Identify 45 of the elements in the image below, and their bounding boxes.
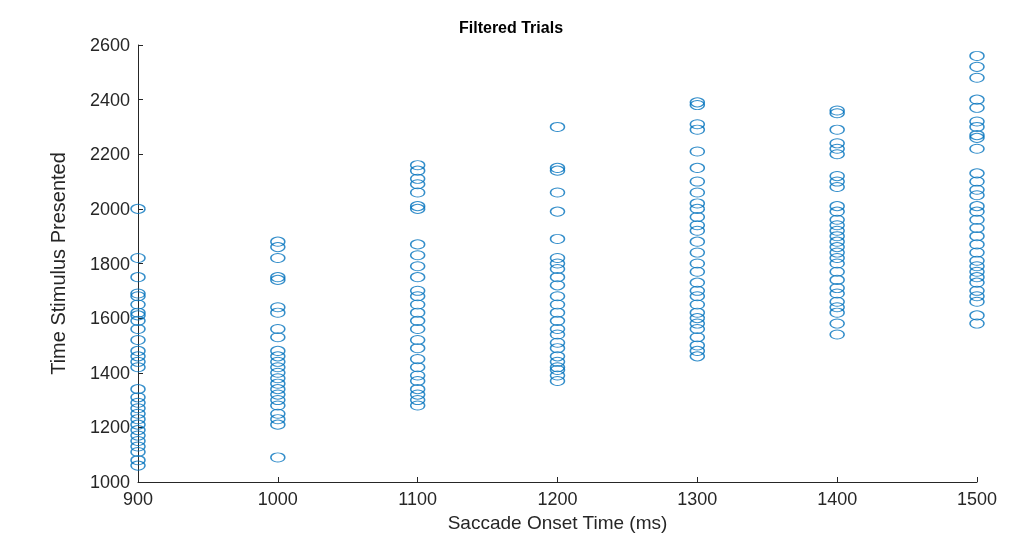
x-tick-label: 1000 bbox=[257, 489, 298, 509]
x-tick-label: 1400 bbox=[817, 489, 858, 509]
point bbox=[270, 394, 286, 406]
y-tick-label: 1800 bbox=[89, 253, 130, 274]
y-tick-label: 1600 bbox=[89, 308, 130, 329]
point bbox=[549, 375, 566, 387]
point bbox=[549, 233, 566, 245]
point bbox=[130, 435, 146, 447]
point bbox=[969, 121, 985, 133]
y-tick-label: 2200 bbox=[89, 144, 130, 165]
x-tick-label: 1300 bbox=[677, 489, 718, 509]
chart-title: Filtered Trials bbox=[458, 18, 564, 36]
y-tick-label: 2600 bbox=[89, 35, 130, 55]
point bbox=[410, 323, 426, 335]
x-axis-title: Saccade Onset Time (ms) bbox=[447, 511, 668, 533]
point bbox=[130, 334, 146, 346]
point bbox=[549, 323, 566, 335]
point bbox=[410, 334, 426, 346]
point bbox=[270, 252, 286, 264]
x-tick-label: 1200 bbox=[537, 489, 578, 509]
point bbox=[689, 211, 705, 223]
point bbox=[549, 263, 566, 275]
x-tick-label: 1100 bbox=[398, 489, 438, 509]
point bbox=[549, 121, 566, 133]
point bbox=[270, 323, 286, 335]
point bbox=[829, 282, 845, 294]
y-axis-title: Time Stimulus Presented bbox=[47, 152, 69, 375]
point bbox=[410, 375, 426, 387]
point bbox=[130, 252, 146, 264]
point bbox=[969, 50, 985, 62]
point bbox=[829, 181, 845, 193]
point bbox=[410, 394, 426, 406]
point bbox=[130, 446, 146, 458]
x-tick-label: 900 bbox=[122, 489, 154, 509]
point bbox=[689, 323, 705, 335]
point bbox=[549, 252, 566, 264]
x-tick-label: 1500 bbox=[956, 489, 998, 509]
y-tick-label: 1000 bbox=[89, 472, 130, 492]
y-tick-label: 1200 bbox=[89, 417, 130, 438]
point bbox=[969, 222, 985, 234]
y-tick-label: 2400 bbox=[89, 89, 130, 110]
point bbox=[829, 252, 845, 264]
point bbox=[130, 323, 146, 335]
y-tick-label: 2000 bbox=[89, 198, 130, 219]
y-tick-label: 1400 bbox=[89, 362, 130, 383]
